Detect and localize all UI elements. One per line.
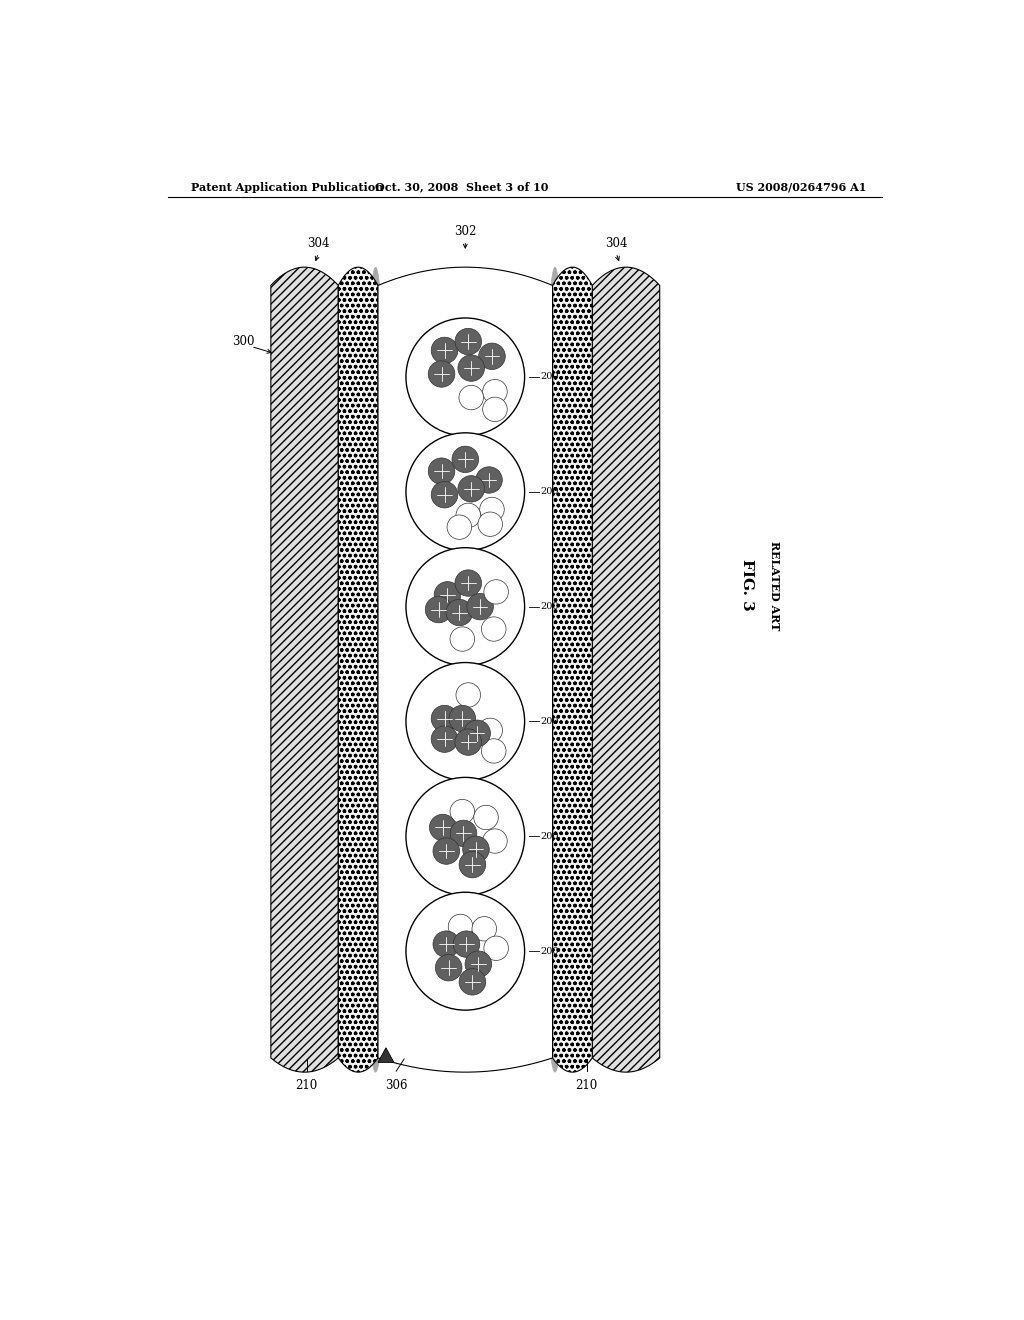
Polygon shape bbox=[372, 267, 380, 1072]
Ellipse shape bbox=[431, 337, 458, 363]
Text: 300: 300 bbox=[231, 335, 254, 348]
Ellipse shape bbox=[482, 379, 507, 404]
Polygon shape bbox=[270, 267, 338, 1072]
Ellipse shape bbox=[467, 594, 494, 620]
Ellipse shape bbox=[456, 503, 480, 528]
Ellipse shape bbox=[434, 582, 461, 609]
Text: 200: 200 bbox=[541, 717, 559, 726]
Ellipse shape bbox=[478, 512, 503, 536]
Ellipse shape bbox=[406, 777, 524, 895]
Text: US 2008/0264796 A1: US 2008/0264796 A1 bbox=[735, 182, 866, 193]
Ellipse shape bbox=[406, 433, 524, 550]
Ellipse shape bbox=[425, 597, 452, 623]
Ellipse shape bbox=[482, 397, 507, 421]
Polygon shape bbox=[378, 267, 553, 1072]
Ellipse shape bbox=[478, 343, 505, 370]
Ellipse shape bbox=[428, 360, 455, 387]
Ellipse shape bbox=[450, 627, 474, 651]
Text: 210: 210 bbox=[575, 1080, 598, 1092]
Ellipse shape bbox=[449, 705, 475, 731]
Text: Oct. 30, 2008  Sheet 3 of 10: Oct. 30, 2008 Sheet 3 of 10 bbox=[375, 182, 548, 193]
Ellipse shape bbox=[481, 616, 506, 642]
Ellipse shape bbox=[458, 475, 484, 502]
Ellipse shape bbox=[435, 954, 462, 981]
Ellipse shape bbox=[481, 739, 506, 763]
Ellipse shape bbox=[482, 829, 507, 853]
Text: FIG. 3: FIG. 3 bbox=[740, 560, 754, 611]
Ellipse shape bbox=[406, 318, 524, 436]
Ellipse shape bbox=[455, 570, 481, 597]
Ellipse shape bbox=[464, 721, 490, 747]
Polygon shape bbox=[378, 1048, 394, 1063]
Ellipse shape bbox=[484, 579, 508, 605]
Ellipse shape bbox=[406, 892, 524, 1010]
Ellipse shape bbox=[472, 916, 497, 941]
Ellipse shape bbox=[431, 726, 458, 752]
Text: 210: 210 bbox=[296, 1080, 317, 1092]
Text: RELATED ART: RELATED ART bbox=[769, 541, 780, 630]
Text: 200: 200 bbox=[541, 487, 559, 496]
Text: 200: 200 bbox=[541, 602, 559, 611]
Polygon shape bbox=[338, 267, 378, 1072]
Text: Patent Application Publication: Patent Application Publication bbox=[191, 182, 384, 193]
Text: 302: 302 bbox=[454, 224, 476, 238]
Ellipse shape bbox=[459, 385, 483, 409]
Ellipse shape bbox=[459, 969, 485, 995]
Ellipse shape bbox=[454, 931, 480, 957]
Text: 306: 306 bbox=[385, 1080, 408, 1092]
Ellipse shape bbox=[459, 851, 485, 878]
Ellipse shape bbox=[406, 663, 524, 780]
Ellipse shape bbox=[474, 805, 499, 830]
Ellipse shape bbox=[463, 836, 489, 862]
Polygon shape bbox=[553, 267, 592, 1072]
Ellipse shape bbox=[479, 498, 504, 521]
Ellipse shape bbox=[428, 458, 455, 484]
Ellipse shape bbox=[451, 820, 477, 846]
Ellipse shape bbox=[478, 718, 503, 743]
Ellipse shape bbox=[406, 548, 524, 665]
Ellipse shape bbox=[456, 682, 480, 708]
Ellipse shape bbox=[452, 446, 478, 473]
Polygon shape bbox=[551, 267, 559, 1072]
Polygon shape bbox=[592, 267, 659, 1072]
Text: 200: 200 bbox=[541, 372, 559, 381]
Ellipse shape bbox=[431, 482, 458, 508]
Ellipse shape bbox=[455, 329, 481, 355]
Ellipse shape bbox=[465, 950, 492, 977]
Ellipse shape bbox=[446, 599, 473, 626]
Ellipse shape bbox=[433, 931, 460, 957]
Ellipse shape bbox=[449, 915, 473, 939]
Text: 200: 200 bbox=[541, 946, 559, 956]
Ellipse shape bbox=[455, 729, 481, 755]
Ellipse shape bbox=[433, 838, 460, 865]
Text: 304: 304 bbox=[605, 236, 628, 249]
Ellipse shape bbox=[447, 515, 472, 540]
Ellipse shape bbox=[429, 814, 456, 841]
Ellipse shape bbox=[458, 355, 484, 381]
Text: 304: 304 bbox=[307, 236, 330, 249]
Ellipse shape bbox=[431, 705, 458, 731]
Ellipse shape bbox=[476, 467, 503, 494]
Ellipse shape bbox=[484, 936, 508, 961]
Text: 200: 200 bbox=[541, 832, 559, 841]
Ellipse shape bbox=[450, 800, 474, 824]
